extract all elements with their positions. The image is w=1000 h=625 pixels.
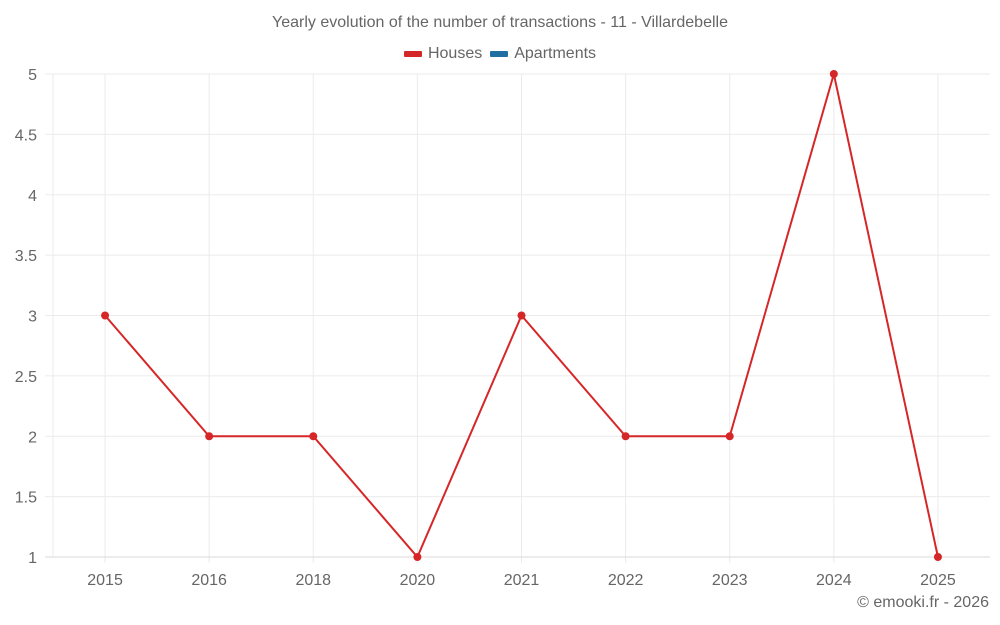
grid-lines [45,73,990,563]
apartments-swatch-icon [490,51,509,57]
data-point[interactable] [621,432,630,441]
x-tick-label: 2015 [87,572,123,589]
data-point[interactable] [829,70,838,78]
x-tick-label: 2024 [816,572,852,589]
y-tick-label: 5 [28,67,37,84]
y-tick-label: 4.5 [15,127,37,144]
data-point[interactable] [517,311,526,320]
houses-series [101,70,942,561]
chart-title: Yearly evolution of the number of transa… [272,14,728,31]
x-tick-label: 2018 [295,572,331,589]
legend-label-houses: Houses [427,45,483,62]
chart-legend: Houses Apartments [0,45,1000,63]
y-axis-ticks: 1 1.5 2 2.5 3 3.5 4 4.5 5 [15,67,37,567]
x-tick-label: 2020 [400,572,436,589]
legend-item-houses[interactable]: Houses [403,45,483,63]
copyright-footer: © emooki.fr - 2026 [857,594,989,611]
legend-item-apartments[interactable]: Apartments [490,45,596,63]
y-tick-label: 3.5 [15,248,37,265]
data-point[interactable] [725,432,734,441]
y-tick-label: 3 [28,309,37,326]
data-point[interactable] [101,311,110,320]
x-tick-label: 2021 [504,572,540,589]
data-point[interactable] [933,553,942,561]
data-point[interactable] [205,432,214,441]
x-axis-ticks: 2015 2016 2018 2020 2021 2022 2023 2024 2025 [87,572,956,589]
y-tick-label: 1.5 [15,490,37,507]
y-tick-label: 1 [28,550,37,567]
y-tick-label: 2.5 [15,369,37,386]
houses-swatch-icon [403,51,422,57]
data-point[interactable] [413,553,422,561]
x-tick-label: 2025 [920,572,956,589]
x-tick-label: 2016 [191,572,227,589]
x-tick-label: 2022 [608,572,644,589]
legend-label-apartments: Apartments [514,45,597,62]
data-point[interactable] [309,432,318,441]
y-tick-label: 2 [28,429,37,446]
x-tick-label: 2023 [712,572,748,589]
y-tick-label: 4 [28,188,37,205]
